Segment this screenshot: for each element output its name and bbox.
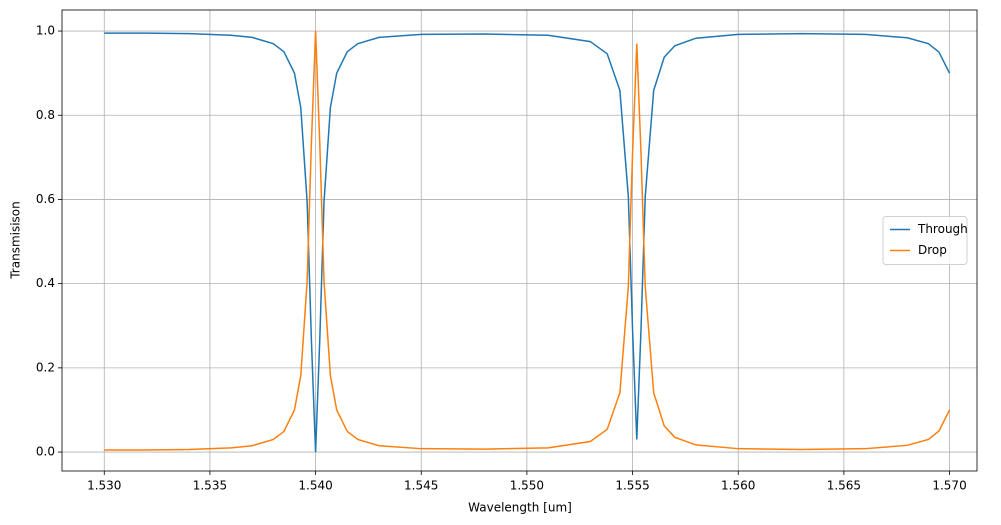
- y-tick-label: 0.0: [36, 445, 55, 459]
- x-tick-label: 1.560: [721, 479, 755, 493]
- legend: Through Drop: [882, 216, 968, 265]
- y-tick-label: 1.0: [36, 24, 55, 38]
- x-axis-label: Wavelength [um]: [468, 501, 572, 515]
- x-tick-label: 1.545: [404, 479, 438, 493]
- legend-label: Drop: [918, 243, 947, 257]
- legend-label: Through: [917, 222, 968, 236]
- y-tick-label: 0.6: [36, 192, 55, 206]
- line-series: [104, 31, 951, 451]
- x-tick-label: 1.530: [87, 479, 121, 493]
- plot-frame: [61, 9, 978, 472]
- x-tick-label: 1.565: [827, 479, 861, 493]
- x-tick-label: 1.550: [510, 479, 544, 493]
- x-tick-label: 1.540: [298, 479, 332, 493]
- line-series: [104, 32, 951, 453]
- y-tick-label: 0.8: [36, 108, 55, 122]
- grid: [62, 10, 977, 471]
- y-tick-label: 0.4: [36, 276, 55, 290]
- legend-box: [882, 216, 968, 265]
- y-tick-label: 0.2: [36, 360, 55, 374]
- x-tick-label: 1.555: [615, 479, 649, 493]
- x-tick-label: 1.535: [193, 479, 227, 493]
- y-axis-label: Transmisison: [9, 201, 23, 280]
- x-tick-label: 1.570: [932, 479, 966, 493]
